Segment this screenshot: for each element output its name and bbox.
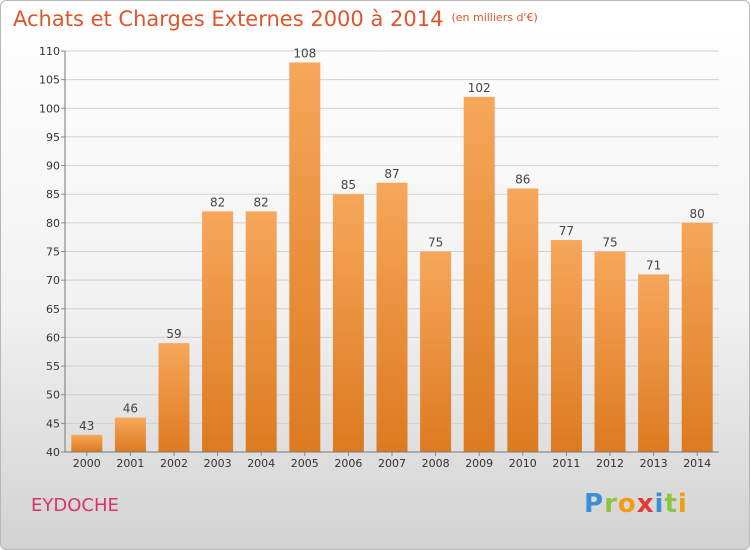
bar-2005	[289, 62, 321, 452]
bar-2001	[114, 417, 146, 452]
y-axis-ticks: 40 45 50 55 60 65 70 75 80 85 90 95 100 105 110	[39, 45, 65, 459]
bar-2008	[420, 251, 452, 452]
x-tick-label: 2008	[422, 457, 450, 470]
bar-2014	[681, 222, 713, 452]
value-label: 59	[166, 327, 181, 341]
y-tick-label: 105	[39, 74, 60, 87]
bar-2006	[332, 194, 364, 452]
x-tick-label: 2014	[683, 457, 711, 470]
value-label: 80	[690, 207, 705, 221]
value-label: 77	[559, 224, 574, 238]
x-tick-label: 2004	[247, 457, 275, 470]
bar-2012	[594, 251, 626, 452]
value-label: 75	[602, 236, 617, 250]
value-label: 102	[468, 81, 491, 95]
bar-2003	[202, 211, 234, 452]
y-tick-label: 85	[46, 188, 60, 201]
bar-2013	[638, 274, 670, 452]
value-label: 75	[428, 236, 443, 250]
value-label: 82	[210, 195, 225, 209]
y-tick-label: 65	[46, 303, 60, 316]
value-label: 86	[515, 172, 530, 186]
y-tick-label: 80	[46, 217, 60, 230]
logo-letter: r	[604, 489, 618, 519]
bar-2000	[71, 434, 103, 452]
value-label: 85	[341, 178, 356, 192]
x-tick-label: 2001	[116, 457, 144, 470]
title-row: Achats et Charges Externes 2000 à 2014 (e…	[13, 7, 538, 31]
bar-2007	[376, 182, 408, 452]
value-labels: 43 46 59 82 82 108 85 87 75 102 86 77 75 71 80	[79, 46, 705, 432]
x-tick-label: 2013	[640, 457, 668, 470]
chart-subtitle: (en milliers d'€)	[451, 11, 538, 24]
x-tick-label: 2005	[291, 457, 319, 470]
y-tick-label: 90	[46, 160, 60, 173]
x-axis-ticks: 2000 2001 2002 2003 2004 2005 2006 2007 2008 2009…	[73, 452, 711, 470]
y-tick-label: 55	[46, 360, 60, 373]
value-label: 46	[123, 402, 138, 416]
y-tick-label: 50	[46, 389, 60, 402]
x-tick-label: 2000	[73, 457, 101, 470]
y-tick-label: 100	[39, 102, 60, 115]
x-tick-label: 2012	[596, 457, 624, 470]
value-label: 82	[254, 195, 269, 209]
logo-letter: i	[677, 489, 688, 519]
value-label: 87	[384, 167, 399, 181]
y-tick-label: 75	[46, 246, 60, 259]
commune-name: EYDOCHE	[31, 495, 119, 516]
x-tick-label: 2006	[334, 457, 362, 470]
y-tick-label: 45	[46, 417, 60, 430]
bar-2011	[550, 240, 582, 452]
x-tick-label: 2007	[378, 457, 406, 470]
bar-2010	[507, 188, 539, 452]
y-tick-label: 95	[46, 131, 60, 144]
logo-letter: P	[584, 489, 605, 519]
logo-letter: i	[654, 489, 665, 519]
y-tick-label: 60	[46, 331, 60, 344]
y-tick-label: 40	[46, 446, 60, 459]
value-label: 108	[293, 46, 316, 60]
logo-letter: x	[636, 489, 655, 519]
logo-letter: t	[664, 489, 678, 519]
bar-2004	[245, 211, 277, 452]
x-tick-label: 2002	[160, 457, 188, 470]
logo-letter: o	[617, 489, 637, 519]
x-tick-label: 2010	[509, 457, 537, 470]
x-tick-label: 2011	[552, 457, 580, 470]
y-tick-label: 110	[39, 45, 60, 58]
chart-title: Achats et Charges Externes 2000 à 2014	[13, 7, 444, 31]
x-tick-label: 2003	[204, 457, 232, 470]
bar-2002	[158, 343, 190, 452]
proxiti-logo: Proxiti	[584, 489, 688, 519]
x-tick-label: 2009	[465, 457, 493, 470]
y-tick-label: 70	[46, 274, 60, 287]
bars	[71, 62, 713, 452]
value-label: 43	[79, 419, 94, 433]
bar-2009	[463, 96, 495, 452]
value-label: 71	[646, 258, 661, 272]
